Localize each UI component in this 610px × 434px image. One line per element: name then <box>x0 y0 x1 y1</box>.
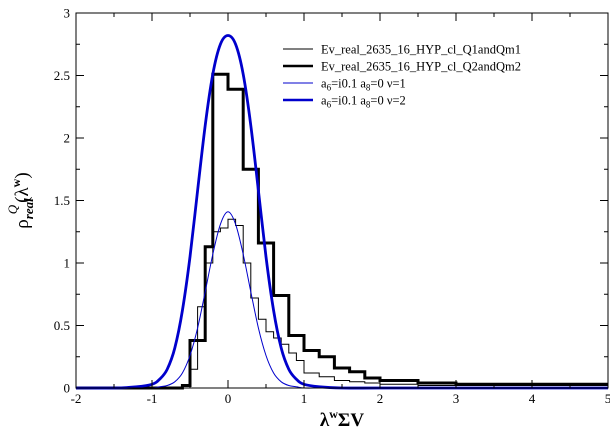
series-line-4 <box>75 34 608 390</box>
axis-ticks-group: -2 -1 0 1 2 3 4 5 0 0.5 1 1.5 2 2.5 3 <box>54 6 610 407</box>
legend-label-part: =i0.1 a <box>331 94 366 108</box>
legend-label-part: 6 <box>327 83 332 93</box>
y-axis-label-text: ρrealQ(λw) <box>5 172 36 228</box>
y-axis-label-w: w <box>9 178 23 187</box>
legend-label-part: 6 <box>327 100 332 110</box>
legend-label-part: =i0.1 a <box>331 77 366 91</box>
series-line-2 <box>76 72 608 390</box>
x-tick-label: -1 <box>147 391 158 406</box>
legend-label: Ev_real_2635_16_HYP_cl_Q1andQm1 <box>321 43 521 57</box>
y-axis-label-sub: real <box>21 198 36 219</box>
legend-label-part: 8 <box>366 83 371 93</box>
y-tick-label: 0.5 <box>54 318 70 333</box>
y-tick-label: 2.5 <box>54 68 70 83</box>
y-tick-label: 1 <box>64 256 71 271</box>
legend-label: a6=i0.1 a8=0 ν=1 <box>321 77 406 93</box>
legend-label-part: 8 <box>366 100 371 110</box>
x-tick-label: 3 <box>453 391 460 406</box>
legend-label-part: =0 ν=2 <box>370 94 405 108</box>
x-tick-label: 0 <box>225 391 232 406</box>
x-tick-label: 2 <box>377 391 384 406</box>
x-axis-label-rest: ΣV <box>338 410 364 431</box>
y-tick-label: 3 <box>64 6 71 21</box>
plot-series-group <box>75 34 608 390</box>
legend-label-part: =0 ν=1 <box>370 77 405 91</box>
y-axis-label-close: ) <box>12 172 33 178</box>
legend-label: a6=i0.1 a8=0 ν=2 <box>321 94 406 110</box>
y-tick-label: 1.5 <box>54 193 70 208</box>
y-axis-label-lam: (λ <box>12 187 33 203</box>
x-tick-label: 1 <box>301 391 308 406</box>
legend-label: Ev_real_2635_16_HYP_cl_Q2andQm2 <box>321 60 521 74</box>
legend-label-part: a <box>321 77 327 91</box>
x-tick-label: 5 <box>605 391 610 406</box>
legend: Ev_real_2635_16_HYP_cl_Q1andQm1 Ev_real_2… <box>283 43 521 110</box>
x-axis-label-base: λ <box>320 410 330 431</box>
y-axis-label-rho: ρ <box>12 219 33 228</box>
y-axis-label: ρrealQ(λw) <box>5 172 36 228</box>
y-tick-label: 2 <box>64 131 71 146</box>
x-axis-label: λwΣV <box>320 407 364 431</box>
y-axis-label-sup: Q <box>5 204 20 214</box>
x-axis-label-sup: w <box>329 407 338 421</box>
x-tick-label: 4 <box>529 391 536 406</box>
x-tick-label: -2 <box>71 391 82 406</box>
legend-label-part: a <box>321 94 327 108</box>
y-tick-label: 0 <box>64 381 71 396</box>
